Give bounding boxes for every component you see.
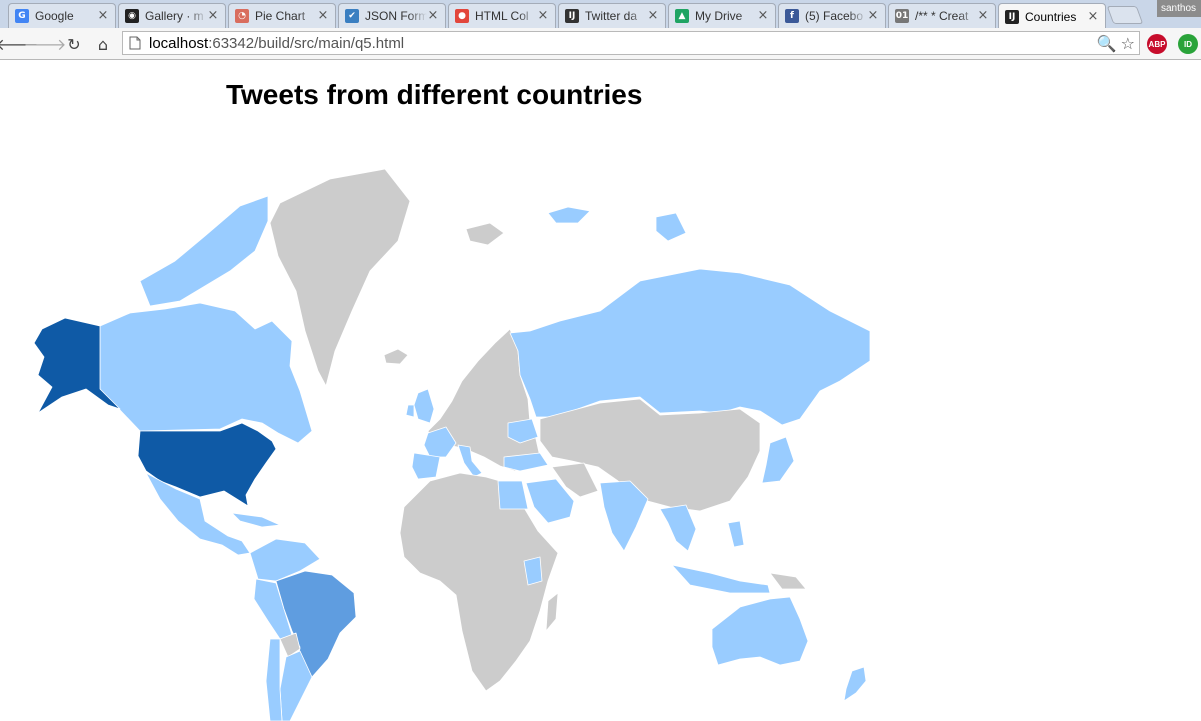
close-tab-icon[interactable]: × — [537, 8, 549, 23]
country-philippines[interactable] — [727, 520, 745, 548]
forward-arrow-icon[interactable]: 🡒 — [23, 35, 67, 54]
country-bolivia[interactable] — [279, 632, 301, 658]
country-africa[interactable] — [399, 472, 559, 692]
profile-button[interactable]: santhos — [1157, 0, 1201, 17]
country-spain[interactable] — [411, 452, 441, 480]
close-tab-icon[interactable]: × — [977, 8, 989, 23]
extension-id-label: ID — [1184, 39, 1192, 49]
browser-tab[interactable]: IJ Twitter da × — [558, 3, 666, 28]
close-tab-icon[interactable]: × — [1087, 8, 1099, 24]
new-tab-button[interactable] — [1106, 6, 1144, 24]
browser-toolbar: 🡐 🡒 ↻ ⌂ localhost:63342/build/src/main/q… — [0, 28, 1201, 60]
country-asia-central[interactable] — [539, 398, 761, 512]
country-saudi-arabia[interactable] — [525, 478, 575, 524]
browser-tab[interactable]: ◔ Pie Chart × — [228, 3, 336, 28]
country-new-zealand[interactable] — [843, 666, 867, 702]
intellij-icon: IJ — [565, 9, 579, 23]
country-russia-north-island[interactable] — [655, 212, 687, 242]
browser-tab[interactable]: ◉ Gallery · m × — [118, 3, 226, 28]
country-united-kingdom[interactable] — [413, 388, 435, 424]
country-southeast-asia[interactable] — [659, 504, 697, 552]
country-japan[interactable] — [761, 436, 795, 484]
close-tab-icon[interactable]: × — [647, 8, 659, 23]
country-colombia-venezuela[interactable] — [249, 538, 321, 582]
country-brazil[interactable] — [275, 570, 357, 678]
country-india[interactable] — [599, 480, 649, 552]
extension-id-icon[interactable]: ID — [1178, 34, 1198, 54]
page-title: Tweets from different countries — [226, 79, 643, 110]
country-caribbean[interactable] — [231, 512, 281, 528]
tab-title: (5) Facebo — [805, 9, 864, 23]
country-canada-islands[interactable] — [139, 195, 269, 307]
country-arctic-islands[interactable] — [465, 222, 505, 246]
tab-title: HTML Col — [475, 9, 529, 23]
tab-title: Twitter da — [585, 9, 638, 23]
tab-title: Gallery · m — [145, 9, 204, 23]
page-icon — [129, 36, 141, 50]
close-tab-icon[interactable]: × — [757, 8, 769, 23]
country-greenland[interactable] — [269, 168, 411, 387]
pie-chart-icon: ◔ — [235, 9, 249, 23]
country-alaska[interactable] — [33, 317, 121, 414]
country-ukraine[interactable] — [507, 418, 539, 444]
browser-tab[interactable]: IJ Countries × — [998, 3, 1106, 28]
close-tab-icon[interactable]: × — [207, 8, 219, 23]
url-host: localhost — [149, 34, 209, 52]
country-kenya[interactable] — [523, 556, 543, 586]
adblock-plus-icon[interactable]: ABP — [1147, 34, 1167, 54]
country-iceland[interactable] — [383, 348, 409, 365]
bookmark-star-icon[interactable]: ☆ — [1120, 34, 1135, 53]
country-canada[interactable] — [99, 302, 313, 444]
zoom-icon[interactable]: 🔍 — [1096, 34, 1117, 53]
tab-title: My Drive — [695, 9, 743, 23]
tab-title: Google — [35, 9, 74, 23]
close-tab-icon[interactable]: × — [867, 8, 879, 23]
country-egypt[interactable] — [497, 480, 529, 510]
country-australia[interactable] — [711, 596, 809, 666]
country-ireland[interactable] — [405, 404, 415, 418]
page-content: Tweets from different countries — [0, 61, 1201, 721]
browser-tab[interactable]: ● HTML Col × — [448, 3, 556, 28]
tab-title: Countries — [1025, 9, 1077, 24]
tab-title: Pie Chart — [255, 9, 306, 23]
country-iran[interactable] — [551, 462, 599, 498]
close-tab-icon[interactable]: × — [317, 8, 329, 23]
reload-icon[interactable]: ↻ — [67, 34, 81, 54]
checkbox-icon: ✔ — [345, 9, 359, 23]
intellij-icon: IJ — [1005, 9, 1019, 24]
close-tab-icon[interactable]: × — [97, 8, 109, 23]
country-russia-islands[interactable] — [547, 206, 591, 224]
tab-title: JSON Form — [365, 9, 427, 23]
browser-tab[interactable]: 01 /** * Creat × — [888, 3, 996, 28]
country-turkey[interactable] — [503, 452, 549, 472]
world-map — [33, 168, 871, 721]
country-papua-new-guinea[interactable] — [769, 572, 807, 590]
browser-tab[interactable]: f (5) Facebo × — [778, 3, 886, 28]
adblock-plus-label: ABP — [1148, 39, 1166, 49]
country-russia[interactable] — [509, 268, 871, 426]
facebook-icon: f — [785, 9, 799, 23]
github-icon: ◉ — [125, 9, 139, 23]
browser-tab[interactable]: G Google × — [8, 3, 116, 28]
browser-tab[interactable]: ▲ My Drive × — [668, 3, 776, 28]
country-france[interactable] — [423, 426, 457, 458]
country-madagascar[interactable] — [545, 592, 559, 632]
binary-file-icon: 01 — [895, 9, 909, 23]
country-chile[interactable] — [265, 638, 283, 721]
drive-icon: ▲ — [675, 9, 689, 23]
close-tab-icon[interactable]: × — [427, 8, 439, 23]
tab-title: /** * Creat — [915, 9, 969, 23]
browser-tab[interactable]: ✔ JSON Form × — [338, 3, 446, 28]
google-icon: G — [15, 9, 29, 23]
url-path: :63342/build/src/main/q5.html — [208, 34, 405, 52]
tab-strip: santhos G Google × ◉ Gallery · m × ◔ Pie Chart ×… — [0, 0, 1201, 29]
color-wheel-icon: ● — [455, 9, 469, 23]
country-indonesia[interactable] — [671, 564, 771, 594]
home-icon[interactable]: ⌂ — [97, 34, 109, 54]
country-italy[interactable] — [457, 444, 483, 478]
address-bar[interactable]: localhost:63342/build/src/main/q5.html 🔍… — [122, 31, 1140, 55]
